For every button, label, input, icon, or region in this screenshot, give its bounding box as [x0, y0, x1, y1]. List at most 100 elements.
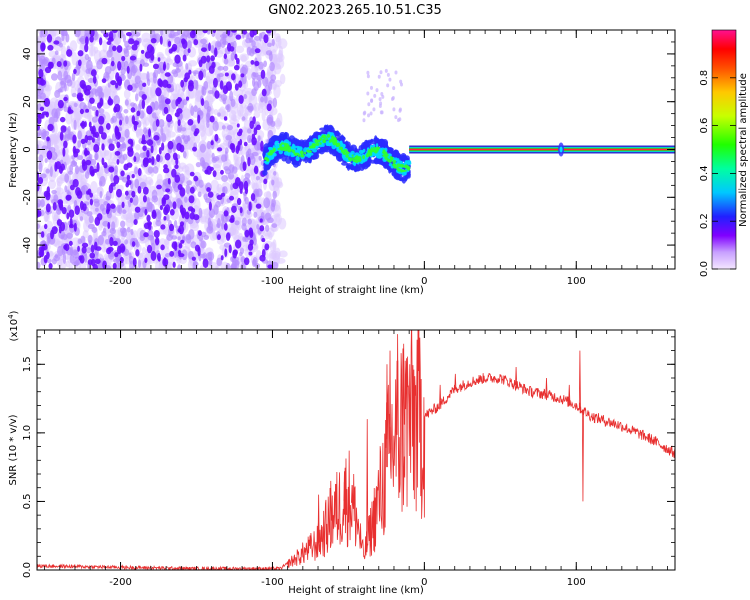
noise-blob — [239, 188, 243, 194]
signal-blob — [319, 142, 322, 145]
noise-blob — [39, 106, 45, 112]
signal-blob — [381, 138, 389, 147]
noise-blob — [124, 128, 130, 139]
noise-blob — [131, 190, 136, 198]
noise-blob — [165, 214, 170, 222]
noise-blob — [163, 216, 167, 221]
noise-blob — [214, 133, 219, 142]
signal-blob — [370, 147, 373, 152]
noise-blob — [73, 150, 79, 158]
noise-blob — [223, 210, 229, 217]
noise-blob — [188, 69, 192, 75]
signal-blob — [388, 77, 392, 82]
noise-blob — [130, 83, 137, 93]
signal-blob — [369, 152, 373, 156]
noise-blob — [239, 206, 243, 214]
noise-blob — [87, 259, 93, 266]
noise-blob — [270, 74, 277, 82]
noise-blob — [142, 157, 149, 168]
noise-blob — [81, 242, 89, 248]
noise-blob — [250, 193, 256, 202]
noise-blob — [230, 214, 235, 223]
noise-blob — [59, 116, 66, 123]
noise-blob — [155, 87, 162, 97]
noise-blob — [219, 142, 229, 149]
colorbar-tick-label: 0.4 — [699, 165, 710, 181]
noise-blob — [160, 30, 164, 36]
noise-blob — [140, 49, 145, 54]
noise-blob — [174, 54, 181, 64]
noise-blob — [199, 124, 206, 138]
noise-blob — [235, 159, 240, 166]
noise-blob — [275, 214, 281, 223]
signal-blob — [295, 156, 300, 162]
noise-blob — [146, 149, 150, 158]
carrier-band-core — [409, 148, 675, 151]
noise-blob — [185, 62, 189, 70]
noise-blob — [197, 230, 202, 237]
noise-blob — [257, 135, 261, 142]
signal-blob — [379, 70, 383, 75]
noise-blob — [253, 127, 258, 136]
noise-blob — [176, 107, 183, 114]
signal-blob — [288, 135, 296, 142]
noise-blob — [230, 52, 235, 62]
noise-blob — [80, 235, 86, 244]
noise-blob — [63, 244, 68, 250]
noise-blob — [139, 235, 145, 241]
noise-blob — [207, 191, 214, 198]
noise-blob — [233, 64, 240, 71]
figure-title: GN02.2023.265.10.51.C35 — [268, 3, 442, 18]
noise-blob — [214, 33, 222, 40]
noise-blob — [97, 234, 105, 246]
noise-blob — [60, 125, 67, 133]
noise-blob — [89, 165, 94, 176]
noise-blob — [46, 34, 53, 43]
noise-blob — [118, 113, 123, 119]
noise-blob — [146, 196, 150, 206]
noise-blob — [72, 250, 79, 259]
noise-blob — [83, 219, 90, 233]
noise-blob — [181, 134, 186, 140]
signal-blob — [343, 148, 348, 152]
noise-blob — [110, 203, 116, 209]
noise-blob — [97, 262, 104, 269]
noise-blob — [127, 148, 134, 157]
noise-blob — [152, 71, 157, 78]
signal-blob — [399, 79, 403, 84]
noise-blob — [116, 141, 121, 149]
noise-blob — [264, 243, 270, 251]
noise-blob — [89, 97, 95, 104]
noise-blob — [190, 105, 195, 117]
noise-blob — [208, 201, 212, 211]
noise-blob — [53, 122, 58, 135]
noise-blob — [141, 32, 152, 43]
noise-blob — [60, 234, 64, 240]
noise-blob — [216, 41, 222, 48]
noise-blob — [49, 166, 53, 178]
noise-blob — [171, 235, 178, 240]
noise-blob — [79, 200, 84, 211]
noise-blob — [91, 105, 97, 112]
noise-blob — [146, 244, 153, 254]
noise-blob — [263, 34, 269, 44]
noise-blob — [242, 127, 249, 134]
signal-blob — [384, 155, 388, 160]
noise-blob — [245, 150, 250, 158]
noise-blob — [134, 166, 139, 175]
noise-blob — [265, 30, 272, 34]
noise-blob — [94, 153, 98, 161]
noise-blob — [226, 42, 232, 52]
noise-blob — [242, 30, 247, 35]
noise-blob — [59, 131, 64, 141]
noise-blob — [92, 125, 96, 135]
signal-blob — [402, 164, 405, 168]
signal-blob — [354, 147, 358, 154]
signal-blob — [366, 74, 370, 79]
noise-blob — [134, 206, 141, 213]
signal-blob — [392, 86, 396, 91]
x-tick-label: -200 — [109, 276, 132, 287]
noise-blob — [210, 44, 215, 54]
noise-blob — [155, 219, 162, 227]
noise-blob — [57, 70, 63, 81]
